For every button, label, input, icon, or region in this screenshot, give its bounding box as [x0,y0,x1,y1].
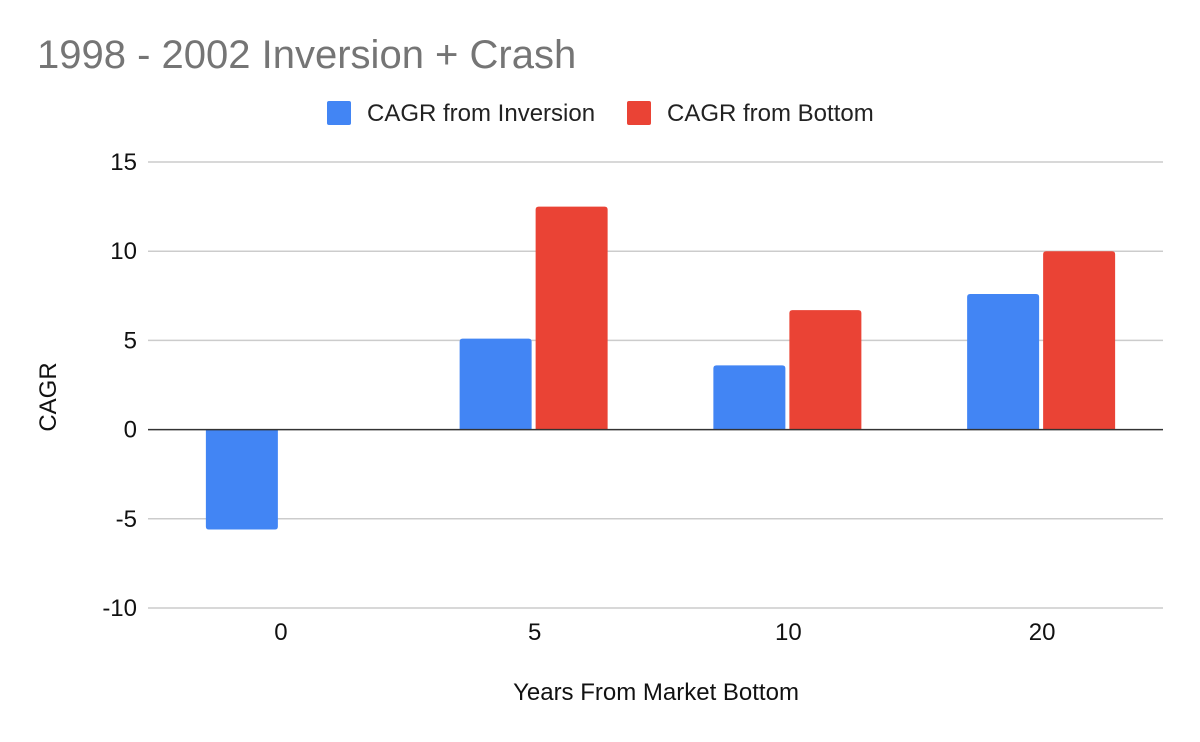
x-tick-label: 10 [775,619,802,646]
bar-cagr-from-inversion-0 [205,429,278,530]
gridlines [148,161,1163,609]
x-tick-label: 20 [1029,619,1056,646]
x-tick-label: 0 [274,619,287,646]
legend-label: CAGR from Bottom [667,100,874,127]
y-tick-label: 5 [124,327,137,354]
y-tick-label: 0 [124,417,137,444]
y-tick-label: -5 [116,506,137,533]
bar-cagr-from-bottom-10 [789,310,862,430]
y-axis-label: CAGR [35,362,62,431]
legend-swatch [627,101,651,125]
legend: CAGR from Inversion CAGR from Bottom [327,100,874,127]
x-axis-label: Years From Market Bottom [513,679,799,706]
chart-title: 1998 - 2002 Inversion + Crash [37,33,576,77]
bar-cagr-from-inversion-20 [967,294,1040,430]
x-axis-ticks: 0 5 10 20 [274,619,1055,646]
bar-cagr-from-inversion-10 [713,365,786,430]
y-tick-label: -10 [102,595,137,622]
y-axis-ticks: 15 10 5 0 -5 -10 [102,149,137,622]
bar-cagr-from-bottom-5 [535,206,608,430]
y-tick-label: 15 [110,149,137,176]
y-tick-label: 10 [110,238,137,265]
legend-label: CAGR from Inversion [367,100,595,127]
x-tick-label: 5 [528,619,541,646]
bar-cagr-from-bottom-20 [1043,251,1116,430]
legend-swatch [327,101,351,125]
bars [205,206,1116,530]
bar-cagr-from-inversion-5 [459,338,532,430]
